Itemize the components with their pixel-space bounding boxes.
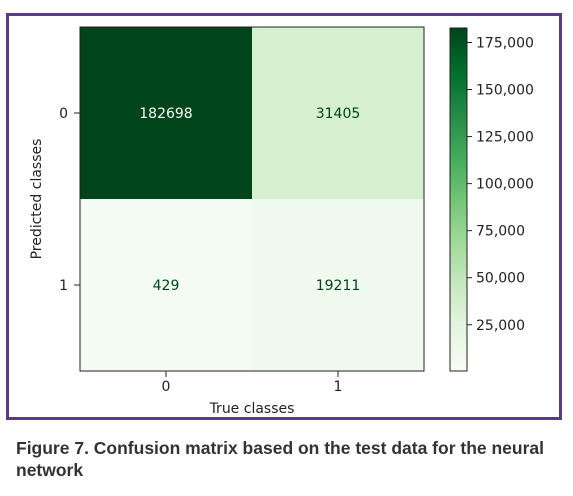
colorbar-tick-label: 150,000 (476, 83, 534, 99)
cell-1-0 (80, 199, 252, 371)
x-axis-label: True classes (209, 401, 295, 417)
colorbar-tick-label: 50,000 (476, 271, 525, 287)
cell-label-0-0: 182698 (139, 106, 192, 122)
cell-0-0 (80, 27, 252, 199)
colorbar-tick-label: 100,000 (476, 177, 534, 193)
x-tick-label-0: 0 (162, 379, 171, 395)
cell-label-1-0: 429 (153, 278, 180, 294)
cell-0-1 (252, 27, 424, 199)
cell-1-1 (252, 199, 424, 371)
x-tick-label-1: 1 (334, 379, 343, 395)
y-tick-label-1: 1 (59, 278, 68, 294)
colorbar-tick-label: 175,000 (476, 35, 534, 51)
colorbar-tick-label: 25,000 (476, 318, 525, 334)
colorbar (449, 27, 468, 372)
y-axis-label: Predicted classes (29, 139, 45, 260)
cell-label-0-1: 31405 (316, 106, 361, 122)
plot-border (79, 26, 425, 372)
y-tick-label-0: 0 (59, 106, 68, 122)
colorbar-tick-label: 125,000 (476, 130, 534, 146)
cell-label-1-1: 19211 (316, 278, 361, 294)
figure-caption: Figure 7. Confusion matrix based on the … (16, 438, 544, 480)
colorbar-ticks: 25,000 50,000 75,000 100,000 125,000 150,000 1… (467, 35, 534, 334)
colorbar-tick-label: 75,000 (476, 224, 525, 240)
